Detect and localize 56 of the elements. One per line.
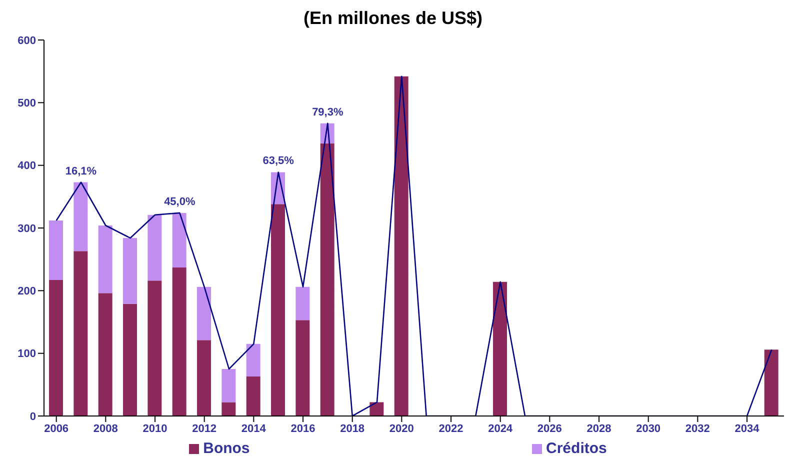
bar — [296, 320, 310, 416]
x-tick-label: 2008 — [93, 422, 118, 435]
annotation: 16,1% — [65, 165, 97, 178]
annotation: 45,0% — [164, 196, 196, 208]
x-tick-label: 2014 — [241, 422, 267, 435]
bar — [222, 369, 236, 402]
line-series — [56, 76, 772, 416]
y-tick-label: 100 — [18, 348, 36, 360]
bar — [123, 304, 137, 416]
bar — [493, 282, 507, 416]
bar — [74, 182, 88, 252]
bar — [148, 214, 162, 281]
legend-label: Créditos — [545, 440, 607, 457]
y-tick-label: 400 — [18, 160, 36, 172]
x-tick-label: 2012 — [192, 422, 217, 435]
x-tick-label: 2028 — [586, 422, 612, 435]
bar — [74, 251, 88, 416]
bar — [394, 76, 408, 416]
bar — [246, 376, 260, 416]
y-tick-label: 200 — [18, 286, 36, 298]
legend-label: Bonos — [202, 440, 250, 457]
x-tick-label: 2006 — [44, 422, 69, 435]
bar — [222, 402, 236, 416]
y-tick-label: 500 — [18, 98, 36, 110]
bar — [172, 212, 186, 268]
chart-title: (En millones de US$) — [302, 8, 484, 30]
bar — [49, 220, 63, 280]
y-tick-label: 300 — [18, 222, 36, 235]
bar — [98, 225, 112, 294]
y-tick-label: 600 — [18, 34, 36, 47]
x-tick-label: 2032 — [685, 422, 710, 435]
annotation: 79,3% — [312, 106, 344, 118]
bar — [370, 402, 384, 416]
x-tick-label: 2034 — [734, 422, 760, 435]
bar — [320, 143, 334, 416]
x-tick-label: 2030 — [636, 422, 661, 435]
bar — [197, 340, 211, 416]
bar — [98, 293, 112, 416]
bar — [123, 238, 137, 304]
annotation: 63,5% — [262, 155, 294, 168]
x-tick-label: 2020 — [389, 422, 414, 435]
x-tick-label: 2022 — [438, 422, 464, 435]
bar — [271, 204, 285, 416]
x-tick-label: 2016 — [290, 422, 316, 435]
x-tick-label: 2024 — [488, 422, 514, 435]
y-tick-label: 0 — [30, 410, 36, 423]
bar — [172, 267, 186, 416]
bar — [764, 350, 778, 416]
x-tick-label: 2026 — [537, 422, 562, 435]
bar — [148, 280, 162, 416]
x-tick-label: 2010 — [142, 422, 168, 435]
x-tick-label: 2018 — [340, 422, 365, 435]
bar — [49, 280, 63, 416]
bar — [296, 286, 310, 320]
bar — [246, 344, 260, 377]
bar — [197, 286, 211, 340]
